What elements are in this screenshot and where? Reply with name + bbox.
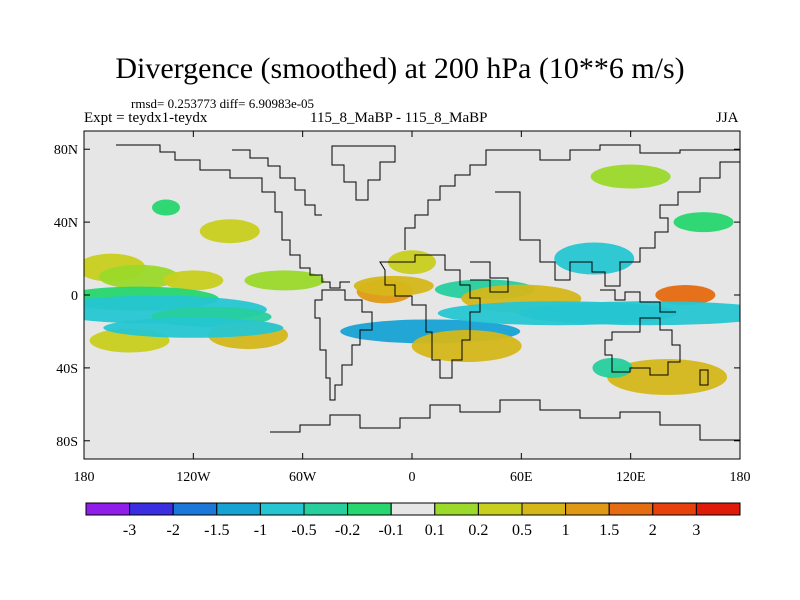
x-tick-label: 0: [409, 470, 416, 485]
field-patch: [554, 242, 635, 275]
colorbar-swatch: [259, 502, 305, 516]
coastline-south-america: [314, 289, 373, 401]
colorbar-label: 3: [692, 522, 700, 539]
field-patch: [98, 264, 179, 289]
field-patch: [353, 275, 434, 296]
season-label: JJA: [716, 110, 739, 126]
colorbar-label: 1.5: [599, 522, 619, 539]
field-patch: [673, 212, 734, 233]
y-tick-label: 40N: [54, 216, 78, 231]
y-tick-label: 80N: [54, 143, 78, 158]
coastline-europe: [404, 149, 520, 250]
colorbar-label: -0.2: [335, 522, 360, 539]
coastline-greenland: [331, 145, 396, 201]
coastline-north-america: [116, 144, 350, 289]
colorbar-swatch: [85, 502, 131, 516]
coastline-southeast-asia: [600, 289, 676, 313]
colorbar-swatch: [347, 502, 392, 516]
case-label: 115_8_MaBP - 115_8_MaBP: [310, 110, 488, 126]
colorbar-swatch: [129, 502, 174, 516]
chart-title: Divergence (smoothed) at 200 hPa (10**6 …: [115, 52, 685, 85]
colorbar-swatch: [608, 502, 654, 516]
colorbar-label: -2: [167, 522, 180, 539]
colorbar: -3 -2 -1.5 -1 -0.5 -0.2 -0.1 0.1 0.2 0.5 1 1.5 2 3: [85, 502, 741, 539]
coastline-africa: [379, 254, 481, 379]
stats-label: rmsd= 0.253773 diff= 6.90983e-05: [131, 96, 315, 111]
y-tick-label: 0: [71, 289, 78, 304]
colorbar-label: -1.5: [204, 522, 229, 539]
field-patch: [152, 199, 180, 216]
y-tick-label: 80S: [56, 435, 78, 450]
x-tick-label: 180: [74, 470, 95, 485]
axes: 180 120W 60W 0 60E 120E 180 80N 40N 0 40S 80S: [54, 131, 751, 485]
colorbar-swatch: [695, 502, 741, 516]
experiment-label: Expt = teydx1-teydx: [84, 110, 208, 126]
field-patch: [244, 270, 325, 291]
colorbar-swatch: [216, 502, 261, 516]
colorbar-label: -0.5: [291, 522, 316, 539]
colorbar-swatch: [521, 502, 567, 516]
field-patch: [411, 330, 522, 363]
coastline-hudson-region: [232, 149, 322, 216]
x-tick-label: 60E: [510, 470, 533, 485]
colorbar-label: 1: [562, 522, 570, 539]
field-patch: [199, 219, 260, 244]
colorbar-label: -1: [254, 522, 267, 539]
divergence-field: [84, 164, 740, 395]
field-patch: [518, 301, 740, 326]
coastlines: [116, 144, 740, 441]
field-patch: [590, 164, 671, 189]
colorbar-label: 0.1: [425, 522, 445, 539]
colorbar-swatch: [390, 502, 436, 516]
coastline-arctic-asia: [520, 144, 740, 161]
colorbar-label: 2: [649, 522, 657, 539]
colorbar-swatch: [172, 502, 218, 516]
coastline-australia: [604, 317, 681, 376]
colorbar-swatch: [477, 502, 523, 516]
colorbar-label: 0.5: [512, 522, 532, 539]
coastline-asia: [495, 161, 740, 287]
field-patch: [103, 317, 284, 338]
x-tick-label: 120W: [176, 470, 211, 485]
colorbar-label: -3: [123, 522, 136, 539]
x-tick-label: 180: [730, 470, 751, 485]
colorbar-swatch: [303, 502, 349, 516]
coastline-new-zealand: [699, 369, 709, 386]
y-tick-label: 40S: [56, 362, 78, 377]
x-tick-label: 60W: [289, 470, 317, 485]
x-tick-label: 120E: [616, 470, 646, 485]
coastline-arabia: [470, 261, 509, 293]
field-patch: [655, 285, 716, 305]
colorbar-swatch: [434, 502, 479, 516]
colorbar-label: 0.2: [468, 522, 488, 539]
colorbar-swatch: [652, 502, 697, 516]
colorbar-swatch: [565, 502, 610, 516]
colorbar-label: -0.1: [379, 522, 404, 539]
coastline-antarctica: [270, 399, 740, 441]
field-patch: [163, 270, 224, 291]
